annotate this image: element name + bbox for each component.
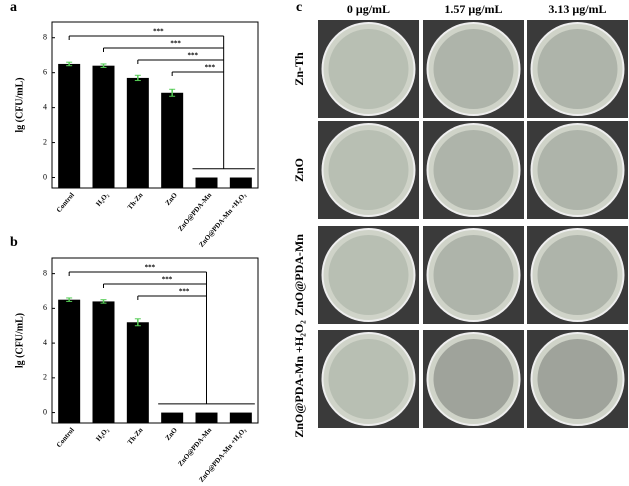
plate-agar (537, 130, 618, 210)
y-tick-label: 0 (43, 407, 47, 416)
panel-label: a (10, 0, 17, 15)
x-tick-label: H₂O₂ (94, 426, 110, 443)
significance: *** (205, 64, 216, 72)
y-axis-label: lg (CFU/mL) (14, 313, 25, 368)
panel-label: c (296, 0, 302, 15)
y-tick-label: 2 (43, 137, 47, 146)
y-tick-label: 4 (43, 338, 47, 347)
plate-agar (433, 29, 514, 109)
x-tick-label: Th-Zn (126, 191, 145, 211)
x-tick-label: ZnO@PDA-Mn (176, 191, 213, 233)
error-bar (134, 74, 141, 82)
bar (58, 63, 81, 188)
column-label: 1.57 μg/mL (444, 2, 502, 16)
plate-agar (537, 29, 618, 109)
significance: *** (188, 52, 199, 60)
x-tick-label: ZnO (164, 426, 179, 442)
column-label: 3.13 μg/mL (548, 2, 606, 16)
bar (229, 412, 252, 423)
plate-agar (537, 339, 618, 419)
plate-agar (328, 29, 409, 109)
x-tick-label: Control (55, 426, 76, 449)
plate-agar (328, 235, 409, 315)
row-label: ZnO (292, 158, 306, 182)
error-bar (100, 63, 107, 68)
plate-agar (537, 235, 618, 315)
significance: *** (170, 40, 181, 48)
x-tick-label: Control (55, 191, 76, 214)
y-tick-label: 0 (43, 172, 47, 181)
plate-agar (433, 235, 514, 315)
bar (92, 65, 115, 188)
y-tick-label: 6 (43, 68, 47, 77)
plot-frame (51, 21, 259, 189)
bar (195, 177, 218, 188)
error-bar (134, 318, 141, 327)
significance: *** (153, 28, 164, 36)
significance: *** (162, 276, 173, 284)
row-label: ZnO@PDA-Mn (292, 234, 306, 316)
x-tick-label: H₂O₂ (94, 191, 110, 208)
significance: *** (145, 264, 156, 272)
y-axis-label: lg (CFU/mL) (14, 77, 25, 132)
plate-agar (433, 130, 514, 210)
bar (161, 92, 184, 188)
error-bar (100, 299, 107, 304)
error-bar (169, 88, 176, 97)
row-label: Zn-Th (292, 52, 306, 86)
y-tick-label: 2 (43, 373, 47, 382)
plate-agar (328, 130, 409, 210)
bar (126, 77, 149, 188)
y-tick-label: 8 (43, 268, 47, 277)
bar (161, 412, 184, 423)
plate-agar (433, 339, 514, 419)
error-bar (66, 297, 73, 302)
x-tick-label: Th-Zn (126, 426, 145, 446)
bar (58, 299, 81, 423)
plate-agar (328, 339, 409, 419)
y-tick-label: 8 (43, 33, 47, 42)
x-tick-label: ZnO (164, 191, 179, 207)
row-label: ZnO@PDA-Mn +H₂O₂ (292, 320, 306, 438)
bar (92, 301, 115, 423)
bar (229, 177, 252, 188)
y-tick-label: 4 (43, 102, 47, 111)
panel-label: b (10, 235, 18, 250)
x-tick-label: ZnO@PDA-Mn (176, 426, 213, 468)
bar (195, 412, 218, 423)
error-bar (66, 61, 73, 67)
column-label: 0 μg/mL (347, 2, 390, 16)
bar (126, 322, 149, 423)
y-tick-label: 6 (43, 303, 47, 312)
significance: *** (179, 288, 190, 296)
plot-frame (51, 257, 259, 424)
